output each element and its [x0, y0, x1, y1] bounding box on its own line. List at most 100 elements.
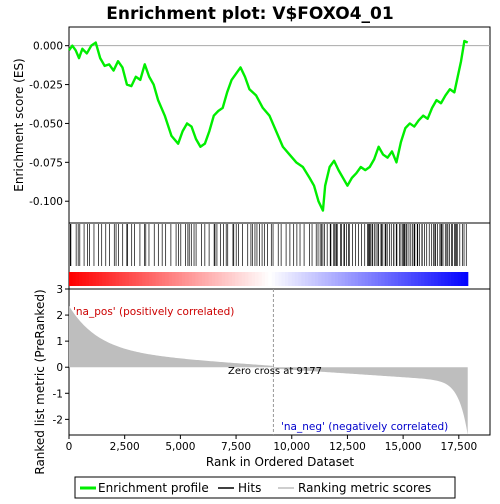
colorbar-segment: [185, 272, 190, 286]
colorbar-segment: [311, 272, 316, 286]
colorbar-segment: [358, 272, 362, 286]
x-tick-label: 0: [66, 441, 73, 453]
x-tick-label: 7,500: [221, 441, 251, 453]
colorbar-segment: [427, 272, 432, 286]
rank-colorbar: [69, 272, 469, 286]
colorbar-segment: [434, 272, 439, 286]
colorbar-segment: [145, 272, 150, 286]
metric-y-tick-label: -1: [53, 388, 63, 400]
colorbar-segment: [211, 272, 216, 286]
colorbar-segment: [271, 272, 276, 286]
colorbar-segment: [245, 272, 250, 286]
colorbar-segment: [125, 272, 130, 286]
colorbar-segment: [88, 272, 93, 286]
x-tick-label: 12,500: [329, 441, 366, 453]
colorbar-segment: [155, 272, 160, 286]
colorbar-segment: [92, 272, 97, 286]
colorbar-segment: [364, 272, 369, 286]
colorbar-segment: [198, 272, 203, 286]
x-tick-label: 10,000: [273, 441, 310, 453]
colorbar-segment: [165, 272, 170, 286]
colorbar-segment: [414, 272, 419, 286]
colorbar-segment: [324, 272, 329, 286]
colorbar-segment: [331, 272, 336, 286]
zero-cross-label: Zero cross at 9177: [228, 366, 322, 377]
colorbar-segment: [181, 272, 186, 286]
colorbar-segment: [122, 272, 127, 286]
colorbar-segment: [314, 272, 319, 286]
colorbar-segment: [278, 272, 283, 286]
ranking-metric-area: [69, 305, 468, 435]
colorbar-segment: [464, 272, 469, 286]
colorbar-segment: [421, 272, 426, 286]
colorbar-segment: [98, 272, 103, 286]
colorbar-segment: [168, 272, 173, 286]
colorbar-segment: [284, 272, 289, 286]
colorbar-segment: [102, 272, 107, 286]
colorbar-segment: [201, 272, 206, 286]
colorbar-segment: [387, 272, 392, 286]
metric-y-tick-label: 1: [56, 336, 63, 348]
colorbar-segment: [407, 272, 412, 286]
colorbar-segment: [361, 272, 366, 286]
colorbar-segment: [225, 272, 230, 286]
legend: Enrichment profile Hits Ranking metric s…: [74, 476, 456, 499]
colorbar-segment: [112, 272, 117, 286]
colorbar-segment: [172, 272, 176, 286]
colorbar-segment: [148, 272, 153, 286]
x-axis-label: Rank in Ordered Dataset: [206, 455, 354, 469]
colorbar-segment: [368, 272, 372, 286]
colorbar-segment: [351, 272, 356, 286]
x-tick-label: 5,000: [165, 441, 195, 453]
colorbar-segment: [437, 272, 442, 286]
colorbar-segment: [371, 272, 376, 286]
x-tick-label: 15,000: [385, 441, 422, 453]
colorbar-segment: [334, 272, 339, 286]
colorbar-segment: [95, 272, 100, 286]
legend-box: [74, 476, 456, 499]
es-y-tick-label: -0.100: [29, 196, 63, 208]
colorbar-segment: [417, 272, 422, 286]
colorbar-segment: [457, 272, 462, 286]
colorbar-segment: [394, 272, 399, 286]
metric-y-axis-label: Ranked list metric (PreRanked): [33, 289, 47, 474]
colorbar-segment: [105, 272, 110, 286]
colorbar-segment: [188, 272, 193, 286]
es-layer: [68, 39, 490, 212]
colorbar-segment: [248, 272, 253, 286]
metric-y-tick-label: 2: [56, 310, 63, 322]
colorbar-segment: [132, 272, 137, 286]
metric-y-tick-label: 0: [56, 362, 63, 374]
colorbar-segment: [118, 272, 123, 286]
colorbar-segment: [318, 272, 323, 286]
colorbar-segment: [228, 272, 233, 286]
colorbar-segment: [344, 272, 349, 286]
hits-layer: [69, 224, 467, 266]
x-tick-label: 2,500: [110, 441, 140, 453]
pos-label: 'na_pos' (positively correlated): [73, 306, 234, 318]
colorbar-segment: [341, 272, 346, 286]
colorbar-segment: [82, 272, 87, 286]
colorbar-segment: [221, 272, 226, 286]
colorbar-segment: [138, 272, 143, 286]
colorbar-segment: [461, 272, 466, 286]
colorbar-segment: [374, 272, 379, 286]
colorbar-segment: [384, 272, 389, 286]
colorbar-segment: [231, 272, 236, 286]
colorbar-segment: [304, 272, 309, 286]
colorbar-segment: [328, 272, 333, 286]
colorbar-segment: [158, 272, 163, 286]
colorbar-segment: [431, 272, 436, 286]
es-y-axis-label: Enrichment score (ES): [12, 58, 26, 191]
colorbar-segment: [321, 272, 326, 286]
colorbar-segment: [255, 272, 259, 286]
colorbar-segment: [241, 272, 246, 286]
colorbar-segment: [411, 272, 416, 286]
colorbar-segment: [404, 272, 409, 286]
colorbar-segment: [348, 272, 353, 286]
colorbar-segment: [258, 272, 263, 286]
legend-hits-label: Hits: [238, 481, 261, 495]
x-tick-label: 17,500: [440, 441, 477, 453]
